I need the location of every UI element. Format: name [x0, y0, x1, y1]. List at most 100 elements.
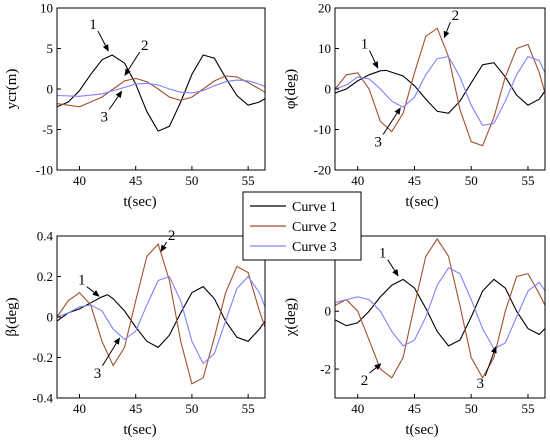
y-tick-label: 0: [47, 82, 54, 97]
series-line-3: [57, 275, 265, 365]
annotation-label-2: 2: [141, 38, 149, 54]
series-line-2: [57, 243, 265, 385]
y-tick-label: -0.2: [32, 350, 53, 365]
plot-frame: [56, 7, 266, 171]
y-tick-label: -10: [36, 163, 53, 178]
y-tick-label: 10: [40, 1, 53, 16]
x-tick-label: 55: [242, 401, 255, 416]
annotation-arrow-head: [102, 44, 109, 52]
y-tick-label: 0: [325, 304, 332, 319]
annotation-arrow-line: [387, 259, 396, 271]
y-axis-label: φ(deg): [283, 69, 299, 109]
y-tick-label: -5: [42, 122, 53, 137]
annotation-label-3: 3: [477, 376, 485, 392]
x-tick-label: 40: [351, 401, 364, 416]
y-tick-label: 0.2: [37, 269, 53, 284]
series-line-2: [335, 27, 545, 147]
annotation-arrow-line: [382, 112, 398, 135]
y-tick-label: 0: [325, 82, 332, 97]
annotation-arrow-line: [484, 352, 495, 377]
annotation-label-3: 3: [374, 135, 382, 151]
series-line-1: [335, 278, 545, 347]
x-axis-label: t(sec): [123, 422, 156, 438]
x-tick-label: 45: [129, 173, 142, 188]
y-tick-label: 5: [47, 41, 54, 56]
y-tick-label: -10: [314, 122, 331, 137]
annotation-arrow-line: [369, 50, 376, 63]
x-tick-label: 50: [465, 173, 478, 188]
annotation-arrow-line: [127, 51, 141, 71]
annotation-label-1: 1: [361, 37, 369, 53]
legend-entry-label: Curve 3: [292, 240, 337, 255]
legend: Curve 1 Curve 2 Curve 3: [242, 191, 362, 261]
y-axis-label: ycr(m): [4, 69, 20, 110]
series-line-2: [57, 75, 265, 108]
chart-panel-bottom-left: 40 45 50 55 -0.4 -0.2 0 0.2 0.4 t(sec) β(deg) 1 2 3: [4, 228, 266, 438]
x-tick-label: 45: [408, 173, 421, 188]
y-tick-label: 0: [47, 310, 54, 325]
annotation-arrow-head: [443, 30, 450, 39]
y-tick-label: -0.4: [32, 391, 53, 406]
annotation-label-2: 2: [168, 228, 176, 244]
annotation-label-2: 2: [361, 373, 369, 389]
x-tick-label: 50: [185, 401, 198, 416]
x-tick-label: 50: [465, 401, 478, 416]
x-tick-label: 40: [73, 173, 86, 188]
chart-panel-top-right: 40 45 50 55 -20 -10 0 10 20 t(sec) φ(deg) 1 2 3: [283, 1, 546, 210]
annotation-arrow-head: [124, 68, 131, 77]
y-tick-label: -2: [320, 362, 331, 377]
annotation-arrow-line: [108, 96, 119, 110]
x-tick-label: 55: [521, 401, 534, 416]
annotation-label-3: 3: [94, 366, 102, 382]
x-axis-label: t(sec): [123, 194, 156, 210]
annotation-arrow-line: [163, 241, 168, 247]
x-tick-label: 55: [521, 173, 534, 188]
x-tick-label: 55: [242, 173, 255, 188]
annotation-arrow-head: [115, 90, 123, 99]
annotation-arrow-line: [446, 21, 451, 33]
annotation-arrow-head: [113, 337, 120, 345]
annotation-label-1: 1: [379, 246, 387, 262]
annotation-label-1: 1: [78, 273, 86, 289]
annotation-arrow-head: [160, 244, 167, 253]
annotation-arrow-head: [392, 268, 399, 277]
series-line-1: [57, 54, 265, 132]
series-line-3: [57, 79, 265, 97]
x-tick-label: 40: [73, 401, 86, 416]
legend-entry-label: Curve 1: [292, 200, 337, 215]
x-axis-label: t(sec): [405, 194, 438, 210]
annotation-arrow-line: [86, 286, 95, 293]
plot-frame: [56, 235, 266, 399]
annotation-arrow-line: [369, 367, 377, 374]
annotation-arrow-head: [372, 61, 379, 69]
x-tick-label: 40: [351, 173, 364, 188]
series-line-1: [57, 285, 265, 349]
plot-frame: [334, 7, 546, 171]
annotation-label-1: 1: [89, 17, 97, 33]
annotation-arrow-line: [102, 342, 117, 367]
y-axis-label: χ(deg): [283, 298, 299, 337]
series-line-1: [335, 62, 545, 114]
y-axis-label: β(deg): [4, 297, 20, 336]
y-tick-label: 20: [318, 1, 331, 16]
series-line-3: [335, 55, 545, 127]
annotation-arrow-head: [92, 290, 100, 297]
legend-entry-label: Curve 2: [292, 220, 337, 235]
chart-panel-top-left: 40 45 50 55 -10 -5 0 5 10 t(sec) ycr(m) 1 2 3: [4, 1, 266, 210]
series-line-2: [335, 237, 545, 379]
x-axis-label: t(sec): [405, 422, 438, 438]
plot-frame: [334, 235, 546, 399]
y-tick-label: -20: [314, 163, 331, 178]
annotation-label-3: 3: [100, 109, 108, 125]
annotation-arrow-head: [490, 345, 497, 354]
series-line-3: [335, 267, 545, 350]
annotation-arrow-head: [394, 107, 401, 115]
y-tick-label: 10: [318, 41, 331, 56]
x-tick-label: 45: [129, 401, 142, 416]
x-tick-label: 50: [185, 173, 198, 188]
annotation-arrow-line: [97, 30, 106, 46]
x-tick-label: 45: [408, 401, 421, 416]
annotation-arrow-head: [374, 363, 382, 371]
